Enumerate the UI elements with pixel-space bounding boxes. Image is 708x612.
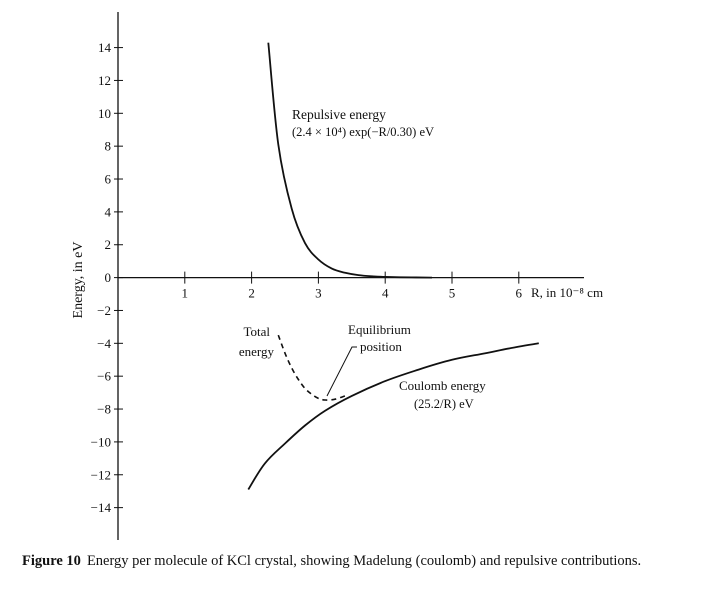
total-energy-curve (277, 334, 346, 401)
x-axis-label: R, in 10⁻⁸ cm (531, 285, 603, 300)
y-tick-label: −14 (91, 500, 112, 515)
y-tick-label: 4 (105, 204, 112, 219)
equilibrium-pointer-line (326, 346, 357, 397)
coulomb-annotation-line-2: (25.2/R) eV (414, 397, 474, 411)
y-tick-label: 12 (98, 73, 111, 88)
equilibrium-annotation-line-1: Equilibrium (348, 322, 411, 337)
y-tick-label: −8 (97, 402, 111, 417)
y-tick-label: −4 (97, 336, 111, 351)
x-tick-label: 3 (315, 286, 322, 301)
x-tick-label: 6 (516, 286, 523, 301)
series-layer (247, 42, 539, 490)
x-tick-label: 2 (248, 286, 255, 301)
repulsive-energy-curve (267, 42, 433, 279)
y-tick-label: 8 (105, 139, 112, 154)
y-tick-label: −2 (97, 303, 111, 318)
coulomb-energy-curve (247, 342, 539, 490)
x-tick-label: 4 (382, 286, 389, 301)
axes (117, 12, 584, 540)
ticks (114, 47, 520, 509)
y-axis-label: Energy, in eV (71, 242, 86, 319)
x-tick-label: 1 (182, 286, 189, 301)
y-tick-label: 14 (98, 40, 112, 55)
total-energy-annotation-line-2: energy (239, 344, 275, 359)
repulsive-annotation-line-1: Repulsive energy (292, 107, 386, 122)
y-tick-label: 10 (98, 106, 111, 121)
repulsive-annotation-line-2: (2.4 × 10⁴) exp(−R/0.30) eV (292, 125, 434, 139)
x-tick-label: 5 (449, 286, 456, 301)
figure-caption-label: Figure 10 (22, 553, 81, 569)
figure-caption-text: Energy per molecule of KCl crystal, show… (86, 553, 642, 569)
y-tick-label: −10 (91, 434, 111, 449)
y-tick-label: −12 (91, 467, 111, 482)
y-tick-label: 2 (105, 237, 112, 252)
y-tick-label: 0 (105, 270, 112, 285)
y-tick-label: −6 (97, 369, 111, 384)
equilibrium-annotation-line-2: position (360, 339, 402, 354)
total-energy-annotation-line-1: Total (243, 324, 270, 339)
coulomb-annotation-line-1: Coulomb energy (399, 378, 486, 393)
y-tick-label: 6 (105, 172, 112, 187)
figure-caption: Figure 10 Energy per molecule of KCl crys… (22, 552, 682, 571)
